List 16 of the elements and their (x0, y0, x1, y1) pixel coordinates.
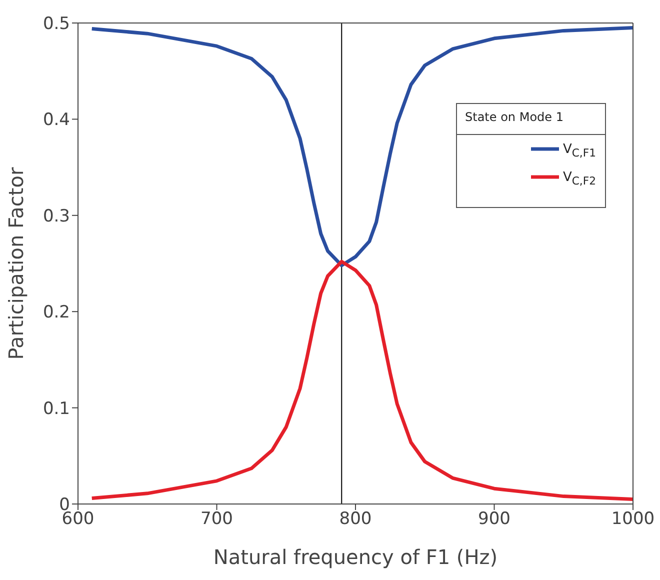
y-tick-label: 0.1 (42, 398, 70, 419)
legend-label: V$_{C,F2}$ (562, 170, 596, 188)
x-tick-label: 1000 (611, 509, 655, 530)
x-tick-label: 800 (339, 509, 372, 530)
y-tick-label: 0.2 (42, 302, 70, 323)
x-axis-title: Natural frequency of F1 (Hz) (213, 545, 498, 569)
line-series (90, 260, 633, 501)
legend-label: V$_{C,F1}$ (562, 142, 596, 160)
y-axis-title: Participation Factor (4, 166, 28, 360)
legend-title: State on Mode 1 (464, 109, 564, 126)
line-series (90, 26, 633, 268)
x-tick-label: 700 (200, 509, 233, 530)
y-tick-label: 0.3 (42, 206, 70, 226)
y-tick-label: 0.5 (42, 14, 70, 34)
y-tick-label: 0.4 (42, 110, 70, 130)
x-tick-label: 900 (478, 509, 510, 530)
